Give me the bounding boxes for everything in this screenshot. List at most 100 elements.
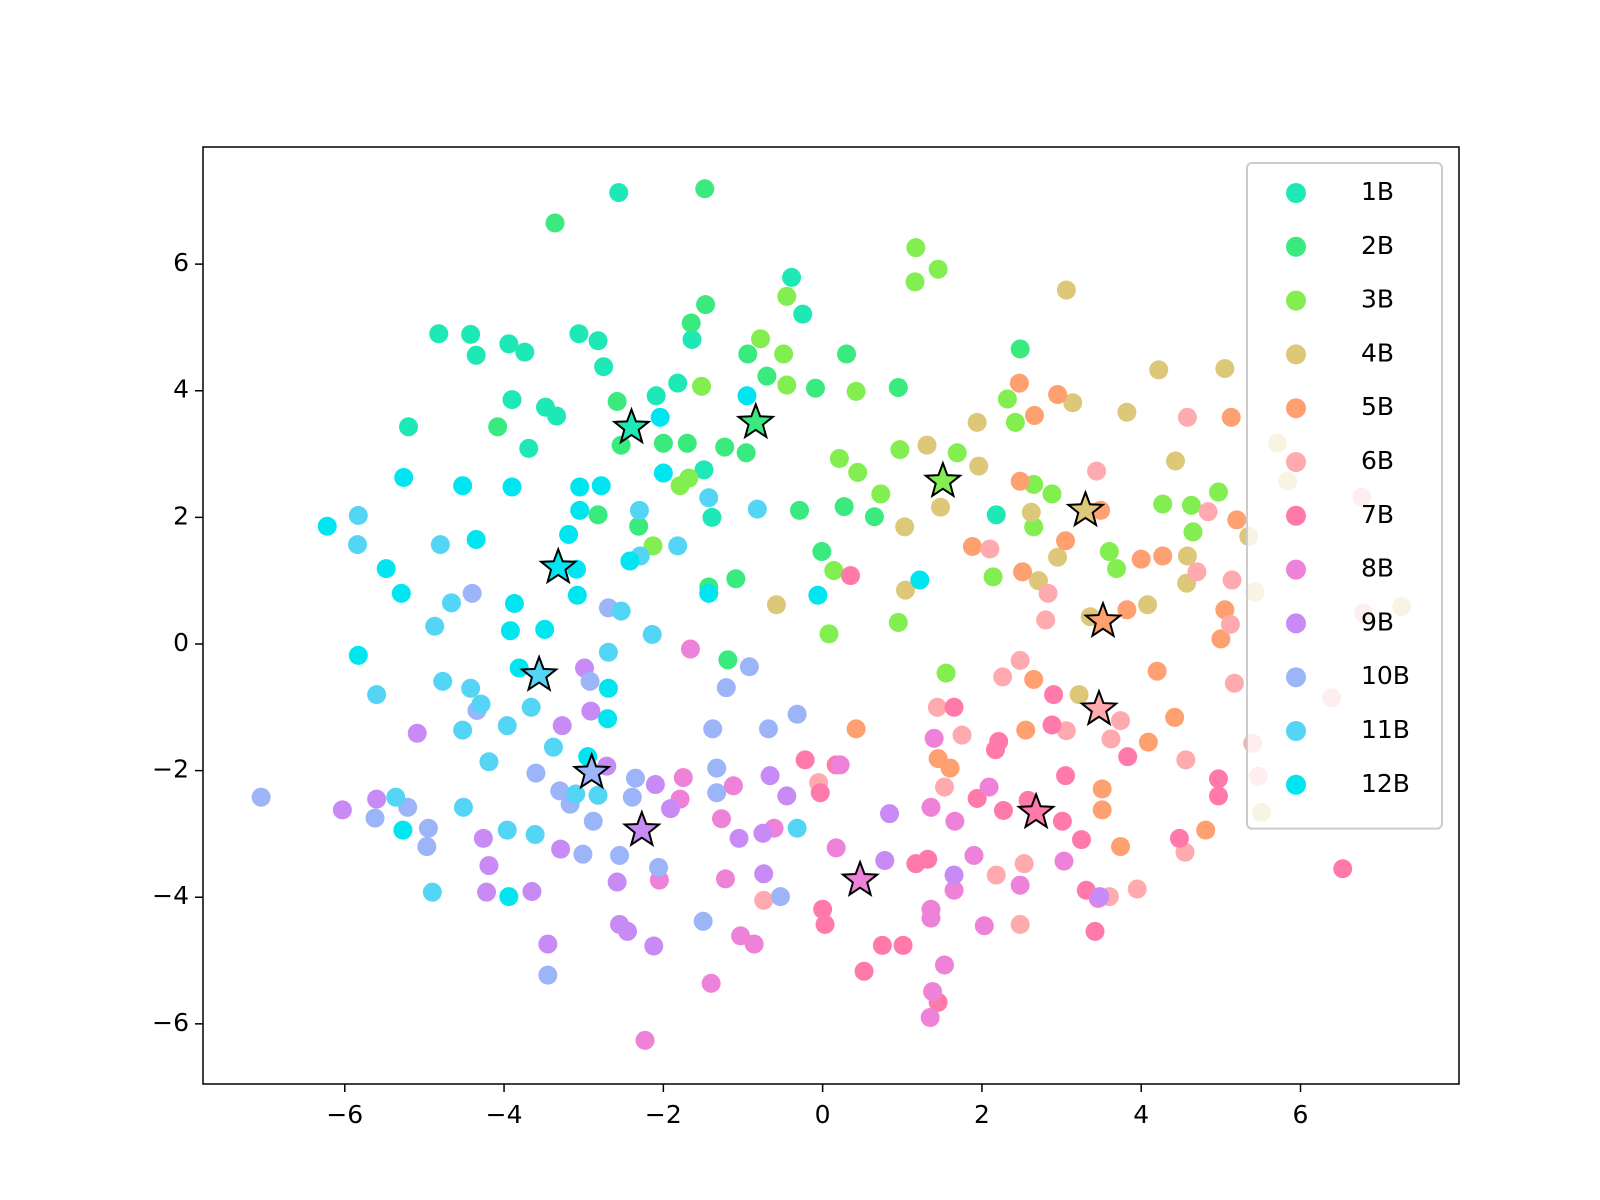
point (433, 671, 453, 691)
legend-label: 8B (1361, 554, 1394, 583)
point (522, 882, 542, 902)
point (618, 921, 638, 941)
point (1014, 854, 1034, 874)
point (515, 342, 535, 362)
point (538, 934, 558, 954)
point (692, 376, 712, 396)
point (947, 443, 967, 463)
point (679, 468, 699, 488)
point (875, 851, 895, 871)
x-tick-label: 4 (1133, 1100, 1149, 1129)
point (367, 789, 387, 809)
point (681, 313, 701, 333)
legend-box (1246, 162, 1443, 830)
y-tick-label: 4 (173, 375, 189, 404)
point (1149, 360, 1169, 380)
point (1016, 720, 1036, 740)
point (917, 435, 937, 455)
point (620, 551, 640, 571)
point (787, 704, 807, 724)
point (726, 569, 746, 589)
point (1333, 859, 1353, 879)
point (707, 783, 727, 803)
point (1147, 661, 1167, 681)
point (497, 716, 517, 736)
point (738, 344, 758, 364)
point (790, 500, 810, 520)
point (848, 462, 868, 482)
legend-marker (1286, 774, 1306, 795)
point (635, 1030, 655, 1050)
point (441, 593, 461, 613)
centroid-star (840, 859, 880, 898)
point (854, 961, 874, 981)
y-tick-label: 0 (173, 628, 189, 657)
point (819, 624, 839, 644)
point (837, 344, 857, 364)
point (1063, 393, 1083, 413)
point (1010, 339, 1030, 359)
point (588, 331, 608, 351)
point (962, 536, 982, 556)
point (1024, 669, 1044, 689)
point (1117, 402, 1137, 422)
point (1036, 610, 1056, 630)
legend-label: 9B (1361, 607, 1394, 636)
point (944, 880, 964, 900)
point (1118, 747, 1138, 767)
point (1021, 502, 1041, 522)
point (737, 386, 757, 406)
y-tick-label: −4 (152, 881, 189, 910)
point (864, 507, 884, 527)
point (1131, 549, 1151, 569)
point (810, 783, 830, 803)
legend-label: 12B (1361, 769, 1410, 798)
point (770, 887, 790, 907)
point (793, 304, 813, 324)
point (479, 856, 499, 876)
centroid-star (1016, 791, 1056, 830)
point (754, 890, 774, 910)
point (1208, 786, 1228, 806)
point (1227, 510, 1247, 530)
point (581, 701, 601, 721)
point (677, 433, 697, 453)
legend-marker (1286, 398, 1306, 419)
point (895, 517, 915, 537)
point (931, 497, 951, 517)
point (646, 386, 666, 406)
point (570, 477, 590, 497)
x-tick-label: −6 (326, 1100, 363, 1129)
point (967, 788, 987, 808)
legend-marker (1286, 183, 1306, 203)
point (1224, 673, 1244, 693)
point (718, 650, 738, 670)
point (753, 823, 773, 843)
point (736, 443, 756, 463)
point (974, 916, 994, 936)
point (1101, 729, 1121, 749)
point (661, 799, 681, 819)
point (1183, 522, 1203, 542)
point (644, 936, 664, 956)
point (422, 882, 442, 902)
point (519, 438, 539, 458)
point (1177, 546, 1197, 566)
point (348, 535, 368, 555)
point (453, 797, 473, 817)
point (418, 818, 438, 838)
point (521, 697, 541, 717)
point (997, 389, 1017, 409)
point (1056, 531, 1076, 551)
point (774, 344, 794, 364)
point (983, 567, 1003, 587)
point (918, 849, 938, 869)
point (888, 612, 908, 632)
point (830, 755, 850, 775)
point (500, 621, 520, 641)
point (969, 456, 989, 476)
point (921, 908, 941, 928)
point (699, 583, 719, 603)
point (609, 183, 629, 203)
point (1054, 851, 1074, 871)
